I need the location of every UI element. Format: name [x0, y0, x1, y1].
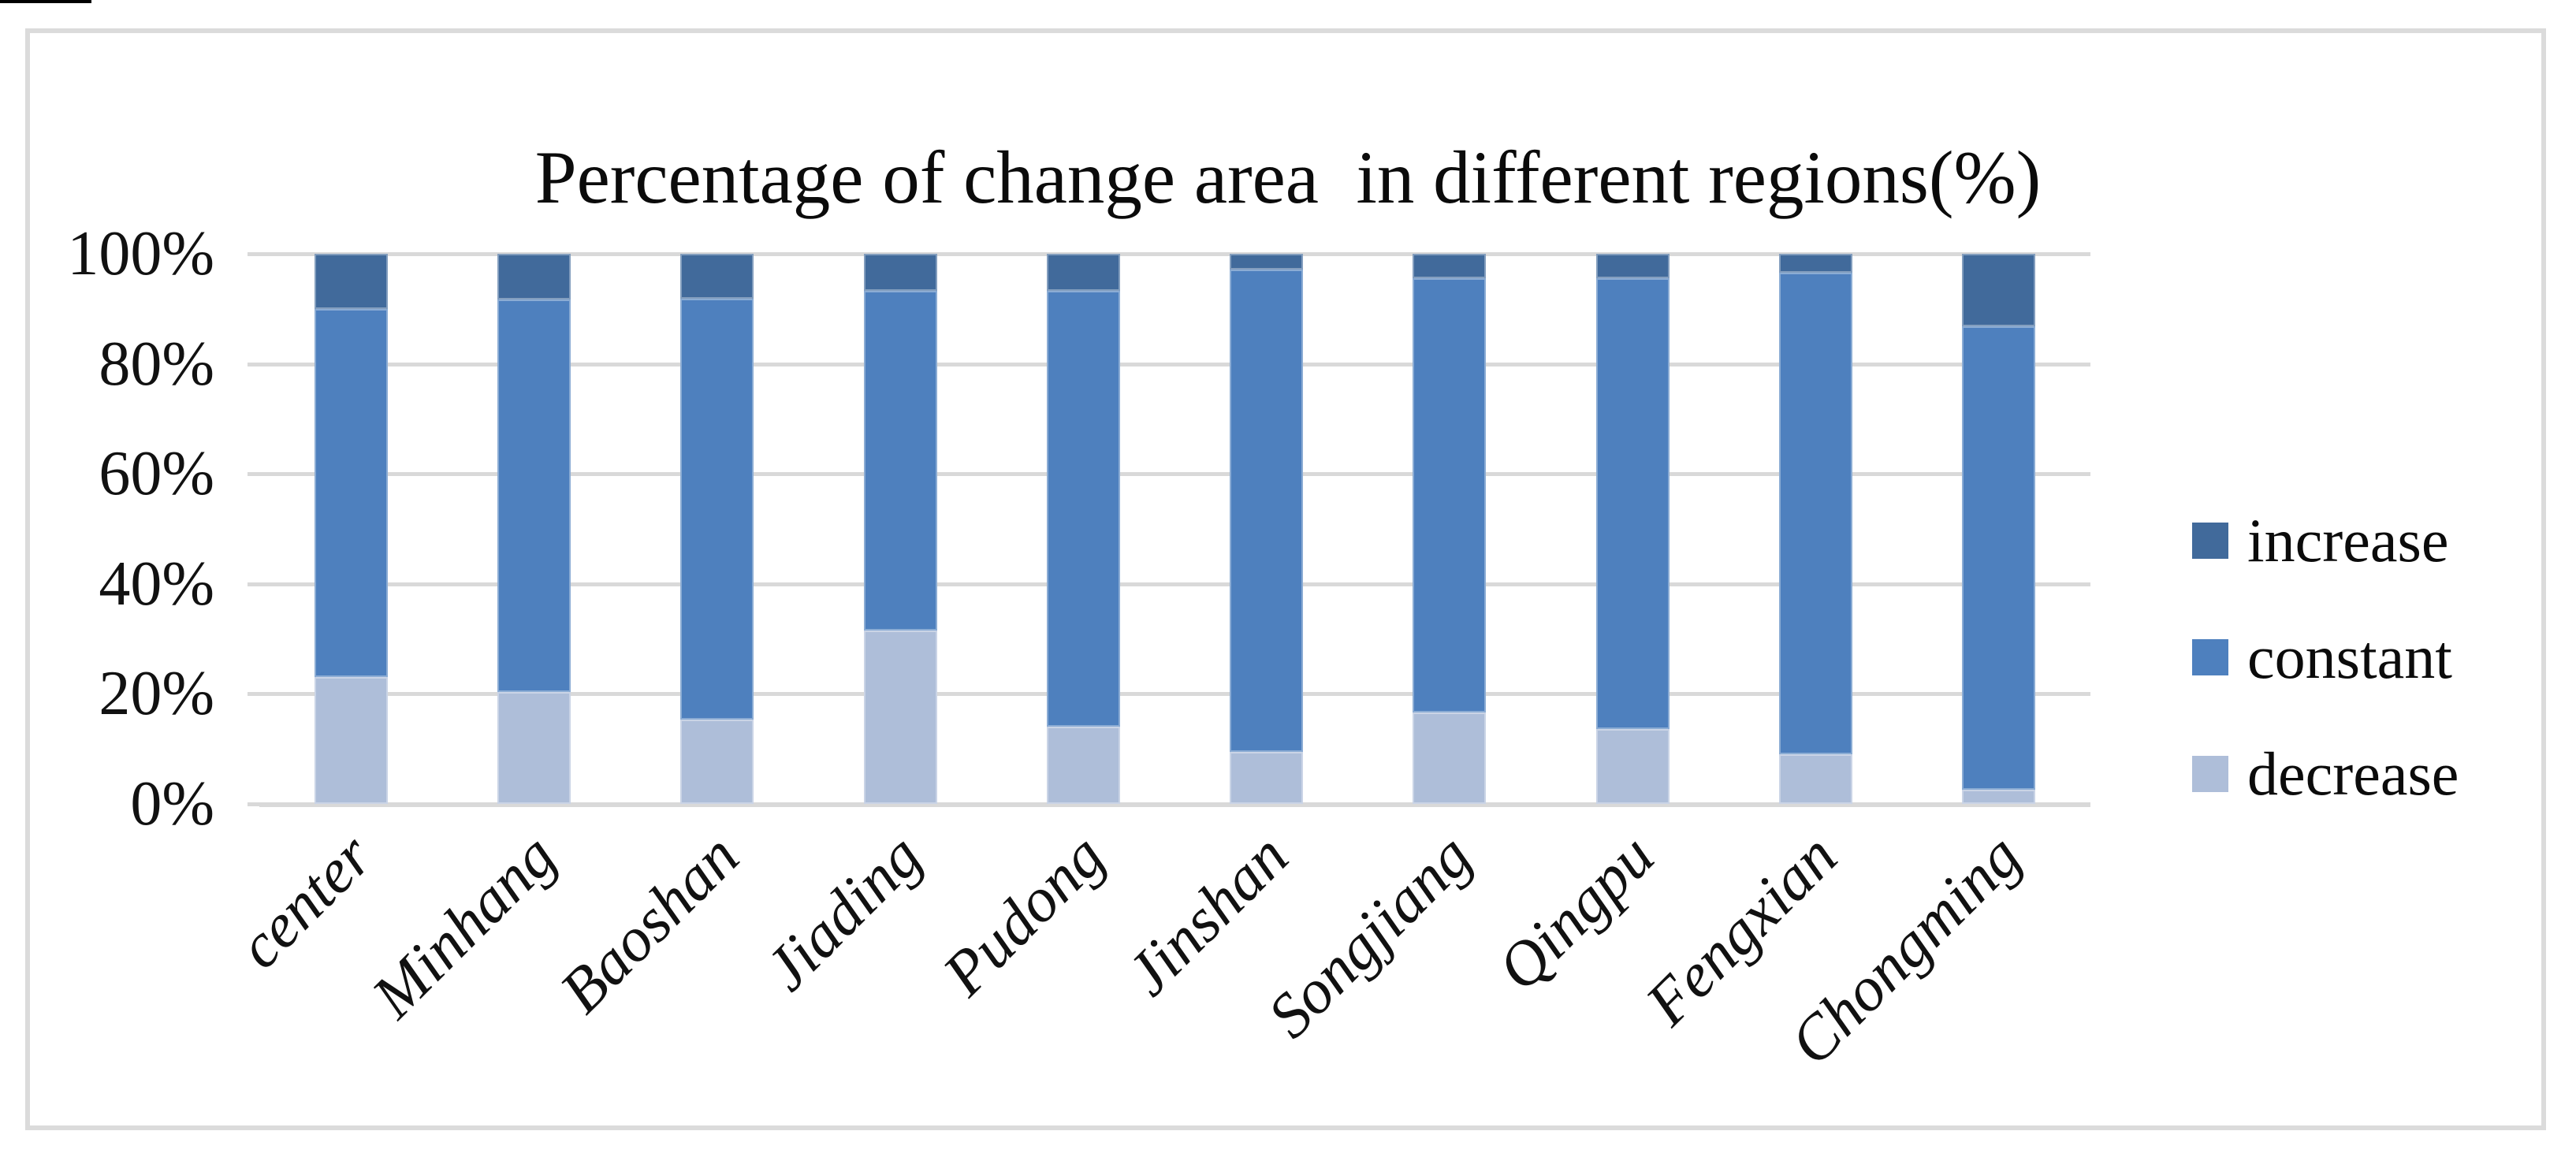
- bar-segment-constant: [1962, 326, 2036, 790]
- y-axis-tick: [248, 252, 259, 256]
- bar-segment-decrease: [1962, 789, 2036, 804]
- legend-label: increase: [2247, 506, 2449, 575]
- legend-swatch-constant: [2192, 639, 2228, 675]
- legend-label: constant: [2247, 623, 2452, 691]
- bar-segment-constant: [497, 299, 571, 693]
- bar-segment-increase: [1962, 254, 2036, 327]
- y-tick-label: 80%: [99, 329, 214, 399]
- bar-segment-decrease: [1413, 712, 1487, 804]
- bar-segment-constant: [680, 299, 754, 720]
- bar-segment-decrease: [314, 677, 388, 804]
- gridline: [259, 802, 2090, 807]
- bar-segment-constant: [1413, 278, 1487, 713]
- bar-segment-increase: [1046, 254, 1120, 292]
- bar-segment-increase: [497, 254, 571, 299]
- bar-segment-constant: [1046, 291, 1120, 727]
- legend-label: decrease: [2247, 739, 2459, 808]
- bar-Jinshan: [1230, 254, 1304, 804]
- legend-item-decrease: decrease: [2192, 716, 2459, 832]
- y-axis-tick: [248, 362, 259, 366]
- bar-Minhang: [497, 254, 571, 804]
- bar-Qingpu: [1595, 254, 1670, 804]
- bar-segment-decrease: [863, 631, 937, 804]
- bar-segment-increase: [1413, 254, 1487, 279]
- bar-segment-increase: [1230, 254, 1304, 270]
- screen-edge-artifact: [0, 0, 91, 3]
- y-axis-tick: [248, 802, 259, 806]
- bar-segment-decrease: [497, 692, 571, 804]
- bar-segment-decrease: [680, 720, 754, 804]
- bar-segment-decrease: [1230, 752, 1304, 804]
- gridline: [259, 472, 2090, 477]
- gridline: [259, 362, 2090, 366]
- y-axis-tick: [248, 582, 259, 586]
- bar-Fengxian: [1779, 254, 1853, 804]
- bar-segment-decrease: [1779, 754, 1853, 804]
- bar-Baoshan: [680, 254, 754, 804]
- bar-segment-constant: [1779, 273, 1853, 755]
- plot-area: [248, 252, 2090, 807]
- bar-segment-constant: [314, 308, 388, 678]
- bar-segment-increase: [314, 254, 388, 309]
- legend-swatch-decrease: [2192, 756, 2228, 792]
- bar-segment-increase: [1595, 254, 1670, 278]
- bar-segment-increase: [1779, 254, 1853, 273]
- gridline: [259, 692, 2090, 697]
- y-tick-label: 0%: [130, 769, 214, 839]
- legend-swatch-increase: [2192, 523, 2228, 559]
- gridline: [259, 582, 2090, 586]
- bar-segment-increase: [680, 254, 754, 299]
- bar-center: [314, 254, 388, 804]
- legend: increase constant decrease: [2192, 482, 2459, 832]
- bar-segment-constant: [1230, 270, 1304, 753]
- bar-Chongming: [1962, 254, 2036, 804]
- y-axis-tick: [248, 692, 259, 697]
- y-tick-label: 20%: [99, 659, 214, 729]
- y-tick-label: 60%: [99, 439, 214, 509]
- bar-segment-constant: [1595, 277, 1670, 730]
- y-tick-label: 40%: [99, 549, 214, 619]
- y-axis-tick: [248, 472, 259, 477]
- bar-segment-constant: [863, 291, 937, 631]
- gridline: [259, 252, 2090, 256]
- y-tick-label: 100%: [67, 219, 214, 288]
- legend-item-constant: constant: [2192, 599, 2459, 716]
- legend-item-increase: increase: [2192, 482, 2459, 599]
- bar-Songjiang: [1413, 254, 1487, 804]
- bar-Jiading: [863, 254, 937, 804]
- bar-Pudong: [1046, 254, 1120, 804]
- bar-segment-increase: [863, 254, 937, 292]
- bar-segment-decrease: [1046, 727, 1120, 804]
- bar-segment-decrease: [1595, 729, 1670, 804]
- chart-title: Percentage of change area in different r…: [534, 136, 2042, 219]
